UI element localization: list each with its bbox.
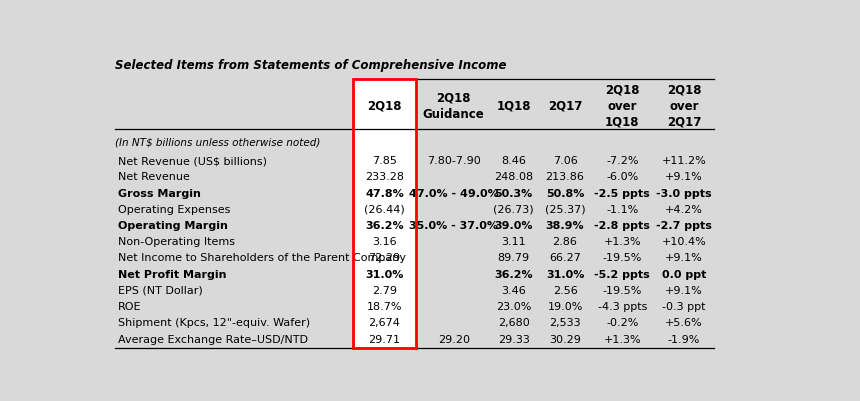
Text: Net Income to Shareholders of the Parent Company: Net Income to Shareholders of the Parent… bbox=[118, 253, 406, 263]
Text: -2.7 ppts: -2.7 ppts bbox=[656, 221, 712, 231]
Text: 2.79: 2.79 bbox=[372, 286, 397, 296]
Text: 89.79: 89.79 bbox=[498, 253, 530, 263]
Text: 29.33: 29.33 bbox=[498, 334, 530, 344]
Text: 2Q18
over
2Q17: 2Q18 over 2Q17 bbox=[666, 83, 701, 128]
Text: Average Exchange Rate–USD/NTD: Average Exchange Rate–USD/NTD bbox=[118, 334, 308, 344]
Text: -4.3 ppts: -4.3 ppts bbox=[598, 302, 647, 312]
Text: ROE: ROE bbox=[118, 302, 142, 312]
Text: EPS (NT Dollar): EPS (NT Dollar) bbox=[118, 286, 203, 296]
Text: 2.86: 2.86 bbox=[553, 237, 577, 247]
Text: Net Revenue: Net Revenue bbox=[118, 172, 190, 182]
Text: 66.27: 66.27 bbox=[550, 253, 581, 263]
Text: -1.9%: -1.9% bbox=[668, 334, 700, 344]
Text: 29.20: 29.20 bbox=[438, 334, 470, 344]
Text: -0.3 ppt: -0.3 ppt bbox=[662, 302, 706, 312]
Text: -7.2%: -7.2% bbox=[606, 156, 639, 166]
Text: 36.2%: 36.2% bbox=[494, 270, 533, 279]
Text: 3.46: 3.46 bbox=[501, 286, 526, 296]
Text: 39.0%: 39.0% bbox=[494, 221, 533, 231]
Text: Operating Margin: Operating Margin bbox=[118, 221, 228, 231]
Text: 50.3%: 50.3% bbox=[494, 188, 533, 198]
Text: 3.11: 3.11 bbox=[501, 237, 526, 247]
Text: +9.1%: +9.1% bbox=[665, 253, 703, 263]
Text: (25.37): (25.37) bbox=[544, 205, 586, 215]
Text: 47.8%: 47.8% bbox=[365, 188, 404, 198]
Text: +9.1%: +9.1% bbox=[665, 286, 703, 296]
Text: 23.0%: 23.0% bbox=[496, 302, 531, 312]
Text: Selected Items from Statements of Comprehensive Income: Selected Items from Statements of Compre… bbox=[115, 59, 507, 72]
Text: 35.0% - 37.0%: 35.0% - 37.0% bbox=[409, 221, 498, 231]
Text: Shipment (Kpcs, 12"-equiv. Wafer): Shipment (Kpcs, 12"-equiv. Wafer) bbox=[118, 318, 310, 328]
Text: 2,674: 2,674 bbox=[368, 318, 401, 328]
Text: -1.1%: -1.1% bbox=[606, 205, 638, 215]
Text: Gross Margin: Gross Margin bbox=[118, 188, 201, 198]
Text: 18.7%: 18.7% bbox=[366, 302, 402, 312]
Text: 7.06: 7.06 bbox=[553, 156, 577, 166]
Text: -0.2%: -0.2% bbox=[606, 318, 639, 328]
Text: 31.0%: 31.0% bbox=[546, 270, 584, 279]
Text: 2Q18
Guidance: 2Q18 Guidance bbox=[423, 91, 485, 121]
Text: -5.2 ppts: -5.2 ppts bbox=[594, 270, 650, 279]
Text: +5.6%: +5.6% bbox=[666, 318, 703, 328]
Text: 2Q17: 2Q17 bbox=[548, 99, 582, 113]
Text: Net Revenue (US$ billions): Net Revenue (US$ billions) bbox=[118, 156, 267, 166]
Text: +10.4%: +10.4% bbox=[661, 237, 706, 247]
Text: (26.73): (26.73) bbox=[494, 205, 534, 215]
Text: 2Q18
over
1Q18: 2Q18 over 1Q18 bbox=[605, 83, 640, 128]
Text: Net Profit Margin: Net Profit Margin bbox=[118, 270, 227, 279]
Text: 2,680: 2,680 bbox=[498, 318, 530, 328]
Text: -6.0%: -6.0% bbox=[606, 172, 638, 182]
Text: +11.2%: +11.2% bbox=[661, 156, 706, 166]
Text: 7.80-7.90: 7.80-7.90 bbox=[427, 156, 481, 166]
Text: 47.0% - 49.0%: 47.0% - 49.0% bbox=[408, 188, 499, 198]
Text: 3.16: 3.16 bbox=[372, 237, 396, 247]
Text: 19.0%: 19.0% bbox=[547, 302, 583, 312]
Text: 36.2%: 36.2% bbox=[366, 221, 403, 231]
Text: 2,533: 2,533 bbox=[550, 318, 580, 328]
Text: 233.28: 233.28 bbox=[365, 172, 404, 182]
Text: 30.29: 30.29 bbox=[550, 334, 581, 344]
Text: 0.0 ppt: 0.0 ppt bbox=[662, 270, 706, 279]
Text: 31.0%: 31.0% bbox=[366, 270, 403, 279]
Text: 38.9%: 38.9% bbox=[546, 221, 584, 231]
Text: 2.56: 2.56 bbox=[553, 286, 577, 296]
Text: -3.0 ppts: -3.0 ppts bbox=[656, 188, 712, 198]
Text: -2.5 ppts: -2.5 ppts bbox=[594, 188, 650, 198]
Text: -19.5%: -19.5% bbox=[603, 253, 642, 263]
Text: +9.1%: +9.1% bbox=[665, 172, 703, 182]
Text: 7.85: 7.85 bbox=[372, 156, 396, 166]
Text: 50.8%: 50.8% bbox=[546, 188, 584, 198]
Text: 8.46: 8.46 bbox=[501, 156, 526, 166]
Text: +1.3%: +1.3% bbox=[604, 237, 642, 247]
Text: +4.2%: +4.2% bbox=[665, 205, 703, 215]
Text: 72.29: 72.29 bbox=[368, 253, 401, 263]
Text: +1.3%: +1.3% bbox=[604, 334, 642, 344]
Text: Operating Expenses: Operating Expenses bbox=[118, 205, 230, 215]
Text: 248.08: 248.08 bbox=[494, 172, 533, 182]
Bar bbox=[353, 79, 416, 348]
Bar bbox=[353, 79, 416, 348]
Text: 29.71: 29.71 bbox=[368, 334, 401, 344]
Text: Non-Operating Items: Non-Operating Items bbox=[118, 237, 235, 247]
Text: -19.5%: -19.5% bbox=[603, 286, 642, 296]
Text: 1Q18: 1Q18 bbox=[496, 99, 531, 113]
Text: (In NT$ billions unless otherwise noted): (In NT$ billions unless otherwise noted) bbox=[115, 138, 321, 148]
Text: -2.8 ppts: -2.8 ppts bbox=[594, 221, 650, 231]
Text: (26.44): (26.44) bbox=[364, 205, 405, 215]
Text: 2Q18: 2Q18 bbox=[367, 99, 402, 113]
Text: 213.86: 213.86 bbox=[545, 172, 585, 182]
